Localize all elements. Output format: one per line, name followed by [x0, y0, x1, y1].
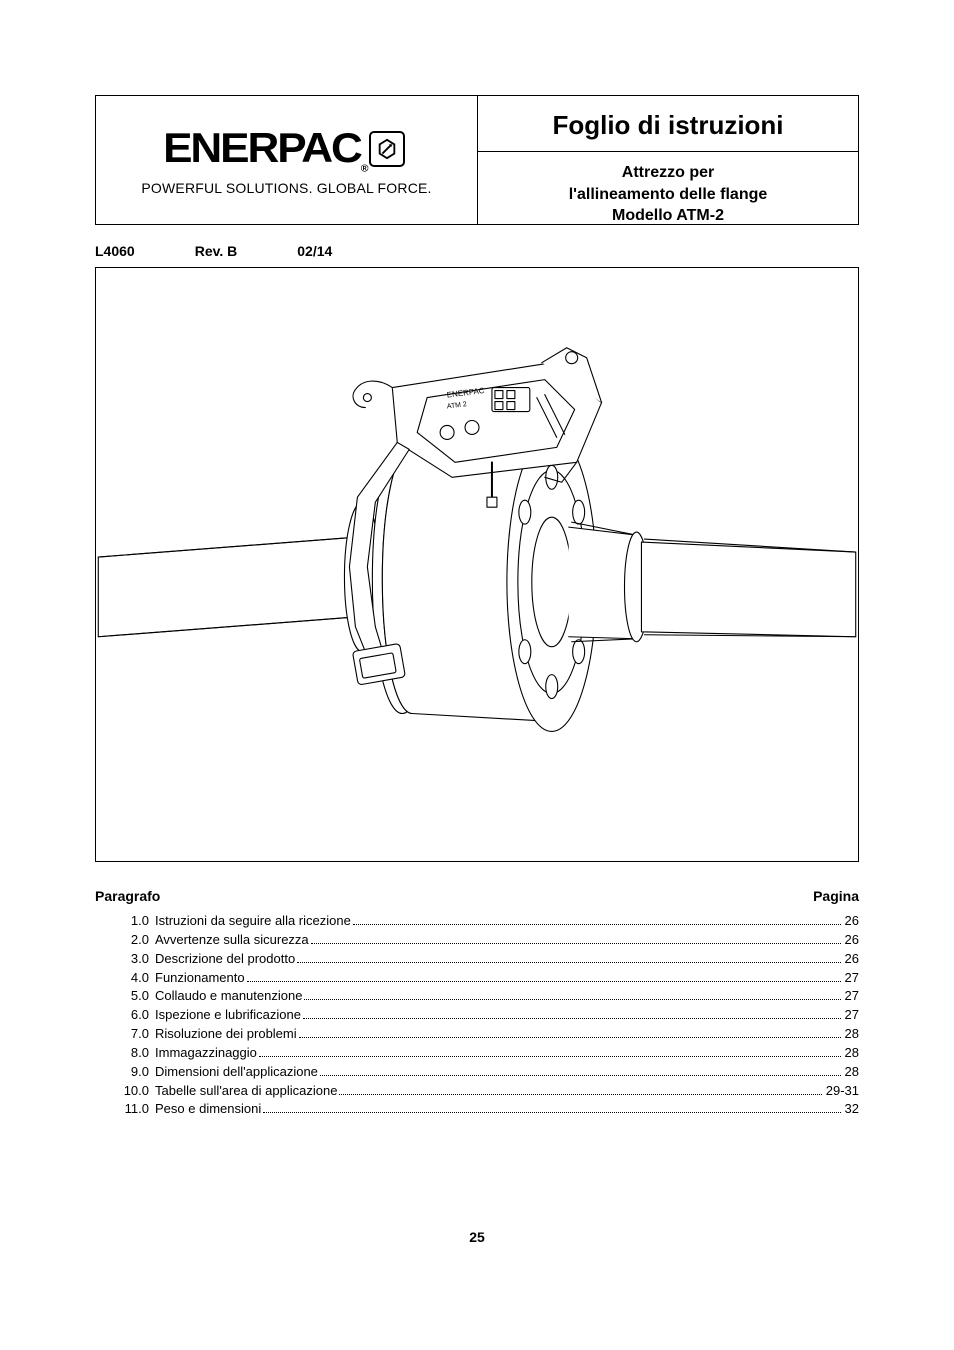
subtitle-line-1: Attrezzo per [486, 162, 850, 184]
doc-code: L4060 [95, 243, 135, 259]
toc-item-page: 28 [845, 1025, 859, 1044]
subtitle-line-2: l'allineamento delle flange [486, 184, 850, 206]
subtitle-line-3: Modello ATM-2 [486, 205, 850, 227]
toc-item-number: 8.0 [113, 1044, 149, 1063]
toc-item-page: 29-31 [826, 1082, 859, 1101]
brand-name-text: ENERPAC [163, 124, 361, 171]
page-number: 25 [0, 1229, 954, 1245]
toc-item-dots [299, 1037, 841, 1038]
toc-item-label: Istruzioni da seguire alla ricezione [155, 912, 351, 931]
document-subtitle: Attrezzo per l'allineamento delle flange… [478, 152, 858, 237]
toc-item: 7.0 Risoluzione dei problemi 28 [95, 1025, 859, 1044]
toc-item-number: 5.0 [113, 987, 149, 1006]
flange-tool-drawing: ENERPAC ATM 2 [96, 268, 858, 861]
toc-item: 6.0 Ispezione e lubrificazione 27 [95, 1006, 859, 1025]
doc-revision: Rev. B [195, 243, 238, 259]
toc-item-dots [259, 1056, 841, 1057]
toc-item-label: Descrizione del prodotto [155, 950, 295, 969]
toc-item: 5.0 Collaudo e manutenzione 27 [95, 987, 859, 1006]
document-title: Foglio di istruzioni [478, 96, 858, 152]
toc-item-label: Avvertenze sulla sicurezza [155, 931, 309, 950]
toc-item-page: 28 [845, 1063, 859, 1082]
toc-item-page: 27 [845, 1006, 859, 1025]
toc-item-page: 32 [845, 1100, 859, 1119]
toc-item-label: Risoluzione dei problemi [155, 1025, 297, 1044]
toc-item-number: 1.0 [113, 912, 149, 931]
toc-item-number: 6.0 [113, 1006, 149, 1025]
toc-item-page: 27 [845, 969, 859, 988]
meta-row: L4060 Rev. B 02/14 [95, 243, 859, 259]
brand-tagline: POWERFUL SOLUTIONS. GLOBAL FORCE. [141, 180, 431, 196]
table-of-contents: Paragrafo Pagina 1.0 Istruzioni da seguir… [95, 888, 859, 1119]
toc-item: 2.0 Avvertenze sulla sicurezza 26 [95, 931, 859, 950]
toc-header-left: Paragrafo [95, 888, 160, 904]
toc-item-label: Immagazzinaggio [155, 1044, 257, 1063]
title-panel: Foglio di istruzioni Attrezzo per l'alli… [477, 96, 858, 224]
toc-item-label: Funzionamento [155, 969, 245, 988]
toc-item-page: 28 [845, 1044, 859, 1063]
toc-item-dots [339, 1094, 821, 1095]
toc-item-page: 26 [845, 931, 859, 950]
product-illustration: ENERPAC ATM 2 [95, 267, 859, 862]
toc-item-dots [320, 1075, 841, 1076]
brand-name: ENERPAC® [163, 124, 368, 174]
doc-date: 02/14 [297, 243, 332, 259]
brand-registered: ® [360, 163, 368, 174]
toc-item-label: Collaudo e manutenzione [155, 987, 302, 1006]
toc-list: 1.0Istruzioni da seguire alla ricezione2… [95, 912, 859, 1119]
brand-row: ENERPAC® [168, 124, 406, 174]
toc-item-dots [311, 943, 841, 944]
toc-item-dots [297, 962, 840, 963]
toc-item-dots [353, 924, 841, 925]
toc-item-number: 3.0 [113, 950, 149, 969]
toc-item-number: 2.0 [113, 931, 149, 950]
toc-item-dots [304, 999, 840, 1000]
toc-item-number: 11.0 [113, 1100, 149, 1119]
toc-item-dots [263, 1112, 840, 1113]
toc-header-right: Pagina [813, 888, 859, 904]
toc-item-number: 9.0 [113, 1063, 149, 1082]
brand-hex-icon [369, 131, 405, 167]
toc-item-page: 27 [845, 987, 859, 1006]
toc-item-label: Tabelle sull'area di applicazione [155, 1082, 337, 1101]
toc-item: 10.0 Tabelle sull'area di applicazione 29-… [95, 1082, 859, 1101]
toc-item: 4.0 Funzionamento 27 [95, 969, 859, 988]
toc-item: 1.0 Istruzioni da seguire alla ricezione 2… [95, 912, 859, 931]
toc-headers: Paragrafo Pagina [95, 888, 859, 904]
toc-item-page: 26 [845, 912, 859, 931]
toc-item-dots [247, 981, 841, 982]
toc-item-page: 26 [845, 950, 859, 969]
toc-item: 11.0 Peso e dimensioni 32 [95, 1100, 859, 1119]
toc-item: 9.0 Dimensioni dell'applicazione 28 [95, 1063, 859, 1082]
toc-item-label: Dimensioni dell'applicazione [155, 1063, 318, 1082]
brand-panel: ENERPAC® POWERFUL SOLUTIONS. GLOBAL FORC… [96, 96, 477, 224]
header-box: ENERPAC® POWERFUL SOLUTIONS. GLOBAL FORC… [95, 95, 859, 225]
toc-item-number: 4.0 [113, 969, 149, 988]
toc-item-label: Peso e dimensioni [155, 1100, 261, 1119]
toc-item-dots [303, 1018, 841, 1019]
toc-item: 3.0 Descrizione del prodotto 26 [95, 950, 859, 969]
toc-item-number: 7.0 [113, 1025, 149, 1044]
toc-item: 8.0 Immagazzinaggio 28 [95, 1044, 859, 1063]
toc-item-label: Ispezione e lubrificazione [155, 1006, 301, 1025]
toc-item-number: 10.0 [113, 1082, 149, 1101]
